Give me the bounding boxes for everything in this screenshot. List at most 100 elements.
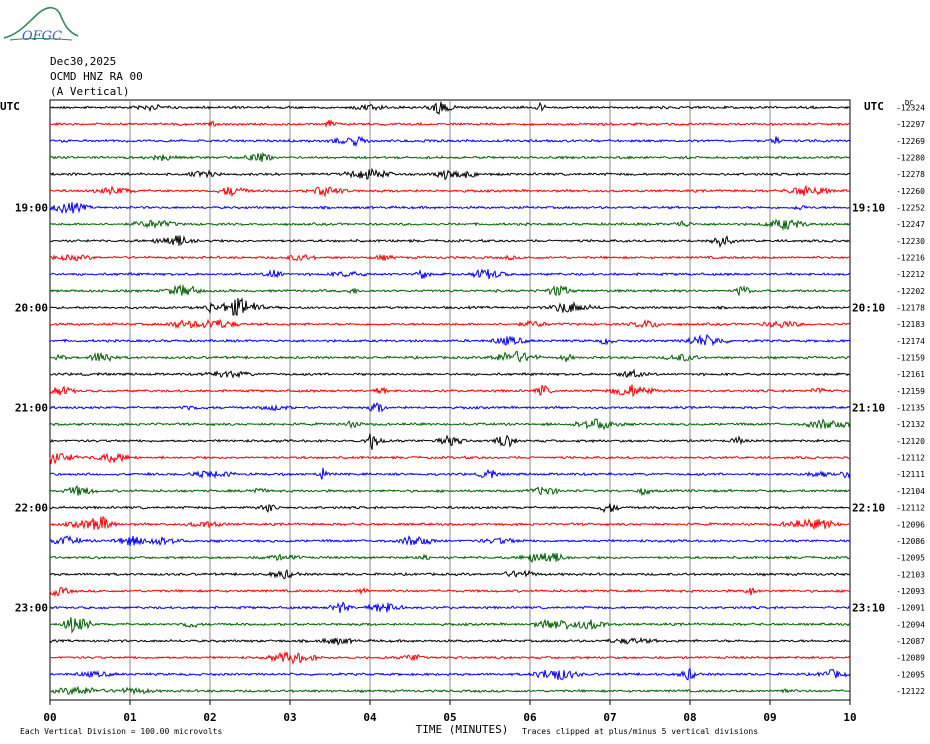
dc-offset-label: -12095	[896, 554, 925, 563]
dc-offset-label: -12096	[896, 520, 925, 529]
seismic-trace	[49, 368, 850, 379]
dc-offset-label: -12086	[896, 537, 925, 546]
seismic-trace	[49, 151, 851, 163]
seismic-trace	[49, 569, 851, 580]
x-tick-label: 07	[603, 711, 616, 724]
dc-offset-label: -12159	[896, 387, 925, 396]
x-tick-label: 01	[123, 711, 137, 724]
dc-offset-label: -12324	[896, 104, 925, 113]
left-hour-label: 22:00	[15, 502, 48, 515]
right-hour-label: 23:10	[852, 602, 885, 615]
seismic-trace	[49, 402, 851, 413]
left-utc-label: UTC	[0, 100, 20, 113]
seismic-trace	[49, 218, 851, 232]
x-tick-label: 03	[283, 711, 296, 724]
dc-offset-label: -12087	[896, 637, 925, 646]
dc-offset-label: -12112	[896, 454, 925, 463]
seismic-trace	[49, 601, 851, 613]
seismic-trace	[49, 283, 851, 297]
dc-offset-label: -12103	[896, 570, 925, 579]
dc-offset-label: -12091	[896, 604, 925, 613]
right-utc-label: UTC	[864, 100, 884, 113]
seismic-trace	[49, 167, 851, 181]
dc-offset-label: -12174	[896, 337, 925, 346]
seismic-trace	[49, 202, 851, 215]
dc-offset-label: -12111	[896, 470, 925, 479]
dc-offset-label: -12278	[896, 170, 925, 179]
seismic-trace	[49, 667, 851, 681]
seismic-trace	[49, 535, 851, 547]
station-code: OCMD HNZ RA 00	[50, 70, 143, 83]
seismic-trace	[49, 350, 851, 363]
left-hour-label: 21:00	[15, 402, 48, 415]
seismic-trace	[49, 433, 851, 450]
dc-offset-label: -12135	[896, 404, 925, 413]
seismic-trace	[49, 516, 851, 531]
dc-offset-label: -12216	[896, 254, 925, 263]
seismic-trace	[49, 333, 851, 347]
right-hour-label: 19:10	[852, 202, 885, 215]
dc-offset-label: -12112	[896, 504, 925, 513]
dc-offset-label: -12104	[896, 487, 925, 496]
seismic-trace	[49, 184, 851, 198]
seismic-trace	[49, 467, 851, 480]
right-hour-label: 21:10	[852, 402, 885, 415]
right-hour-label: 22:10	[852, 502, 885, 515]
traces	[49, 101, 851, 696]
dc-offset-label: -12093	[896, 587, 925, 596]
seismic-trace	[49, 617, 851, 634]
seismic-trace	[50, 297, 851, 317]
dc-offset-label: -12122	[896, 687, 925, 696]
x-tick-label: 04	[363, 711, 377, 724]
dc-offset-label: -12089	[896, 654, 925, 663]
dc-offset-label: -12183	[896, 320, 925, 329]
plot-date: Dec30,2025	[50, 55, 117, 68]
x-axis-title: TIME (MINUTES)	[416, 723, 509, 736]
scale-note: Each Vertical Division = 100.00 microvol…	[20, 727, 222, 736]
seismic-trace	[49, 553, 851, 563]
dc-offset-label: -12202	[896, 287, 925, 296]
x-tick-label: 06	[523, 711, 537, 724]
seismic-trace	[49, 685, 851, 696]
x-tick-label: 02	[203, 711, 216, 724]
seismic-trace	[49, 101, 851, 116]
seismic-trace	[49, 135, 851, 148]
dc-offset-label: -12247	[896, 220, 925, 229]
dc-offset-label: -12095	[896, 670, 925, 679]
seismic-trace	[49, 418, 851, 431]
x-tick-label: 00	[43, 711, 56, 724]
logo-text: OFGC	[22, 29, 62, 44]
grid	[49, 99, 851, 705]
seismic-trace	[49, 650, 851, 665]
labels: 00 01 02 03 04 05 06 07 08 09 10 -12324 -12297 -12269…	[0, 99, 925, 736]
dc-offset-label: -12297	[896, 120, 925, 129]
x-tick-label: 08	[683, 711, 696, 724]
seismic-trace	[49, 118, 851, 128]
x-tick-label: 09	[763, 711, 776, 724]
seismic-trace	[49, 384, 851, 398]
dc-offset-label: -12132	[896, 420, 925, 429]
dc-offset-label: -12252	[896, 204, 925, 213]
dc-offset-label: -12159	[896, 354, 925, 363]
clip-note: Traces clipped at plus/minus 5 vertical …	[522, 727, 758, 736]
dc-offset-label: -12094	[896, 620, 925, 629]
seismic-trace	[49, 503, 851, 514]
seismic-trace	[49, 235, 851, 249]
dc-offset-label: -12260	[896, 187, 925, 196]
dc-label: DC	[905, 99, 913, 107]
dc-offset-label: -12161	[896, 370, 925, 379]
x-tick-label: 05	[443, 711, 456, 724]
seismic-trace	[49, 636, 850, 646]
seismic-trace	[49, 253, 851, 262]
x-tick-label: 10	[843, 711, 856, 724]
seismic-trace	[49, 268, 851, 280]
dc-offset-label: -12212	[896, 270, 925, 279]
left-hour-label: 23:00	[15, 602, 48, 615]
left-hour-label: 20:00	[15, 302, 48, 315]
seismic-trace	[49, 452, 851, 465]
dc-offset-label: -12120	[896, 437, 925, 446]
dc-offset-label: -12178	[896, 304, 925, 313]
right-hour-label: 20:10	[852, 302, 885, 315]
seismic-trace	[49, 586, 851, 598]
